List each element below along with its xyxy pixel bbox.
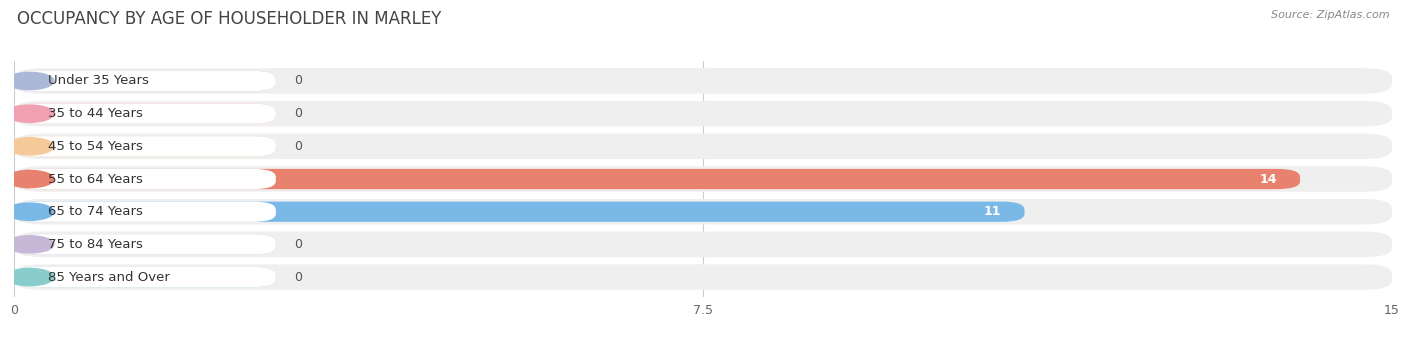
FancyBboxPatch shape [14,71,276,91]
Text: 45 to 54 Years: 45 to 54 Years [48,140,143,153]
FancyBboxPatch shape [14,104,276,124]
Circle shape [6,170,53,188]
FancyBboxPatch shape [14,136,276,157]
Text: 65 to 74 Years: 65 to 74 Years [48,205,143,218]
Text: 0: 0 [294,270,302,284]
FancyBboxPatch shape [14,264,1392,290]
Text: 55 to 64 Years: 55 to 64 Years [48,173,143,186]
FancyBboxPatch shape [14,68,1392,94]
FancyBboxPatch shape [14,202,276,222]
Text: 0: 0 [294,74,302,88]
Text: 11: 11 [984,205,1001,218]
FancyBboxPatch shape [14,202,1025,222]
FancyBboxPatch shape [14,166,1392,192]
FancyBboxPatch shape [14,169,1301,189]
FancyBboxPatch shape [14,71,276,91]
Text: OCCUPANCY BY AGE OF HOUSEHOLDER IN MARLEY: OCCUPANCY BY AGE OF HOUSEHOLDER IN MARLE… [17,10,441,28]
FancyBboxPatch shape [14,134,1392,159]
Text: Under 35 Years: Under 35 Years [48,74,149,88]
FancyBboxPatch shape [14,267,276,287]
Text: 75 to 84 Years: 75 to 84 Years [48,238,143,251]
Text: 14: 14 [1260,173,1277,186]
FancyBboxPatch shape [14,136,276,157]
Text: Source: ZipAtlas.com: Source: ZipAtlas.com [1271,10,1389,20]
FancyBboxPatch shape [14,104,276,124]
FancyBboxPatch shape [14,199,1392,224]
Text: 35 to 44 Years: 35 to 44 Years [48,107,143,120]
Text: 0: 0 [294,107,302,120]
FancyBboxPatch shape [14,101,1392,127]
Circle shape [6,72,53,90]
Text: 0: 0 [294,140,302,153]
FancyBboxPatch shape [14,169,276,189]
Circle shape [6,236,53,253]
Circle shape [6,268,53,286]
Text: 85 Years and Over: 85 Years and Over [48,270,170,284]
Circle shape [6,105,53,122]
FancyBboxPatch shape [14,234,276,254]
Circle shape [6,138,53,155]
Circle shape [6,203,53,220]
Text: 0: 0 [294,238,302,251]
FancyBboxPatch shape [14,267,276,287]
FancyBboxPatch shape [14,232,1392,257]
FancyBboxPatch shape [14,234,276,254]
